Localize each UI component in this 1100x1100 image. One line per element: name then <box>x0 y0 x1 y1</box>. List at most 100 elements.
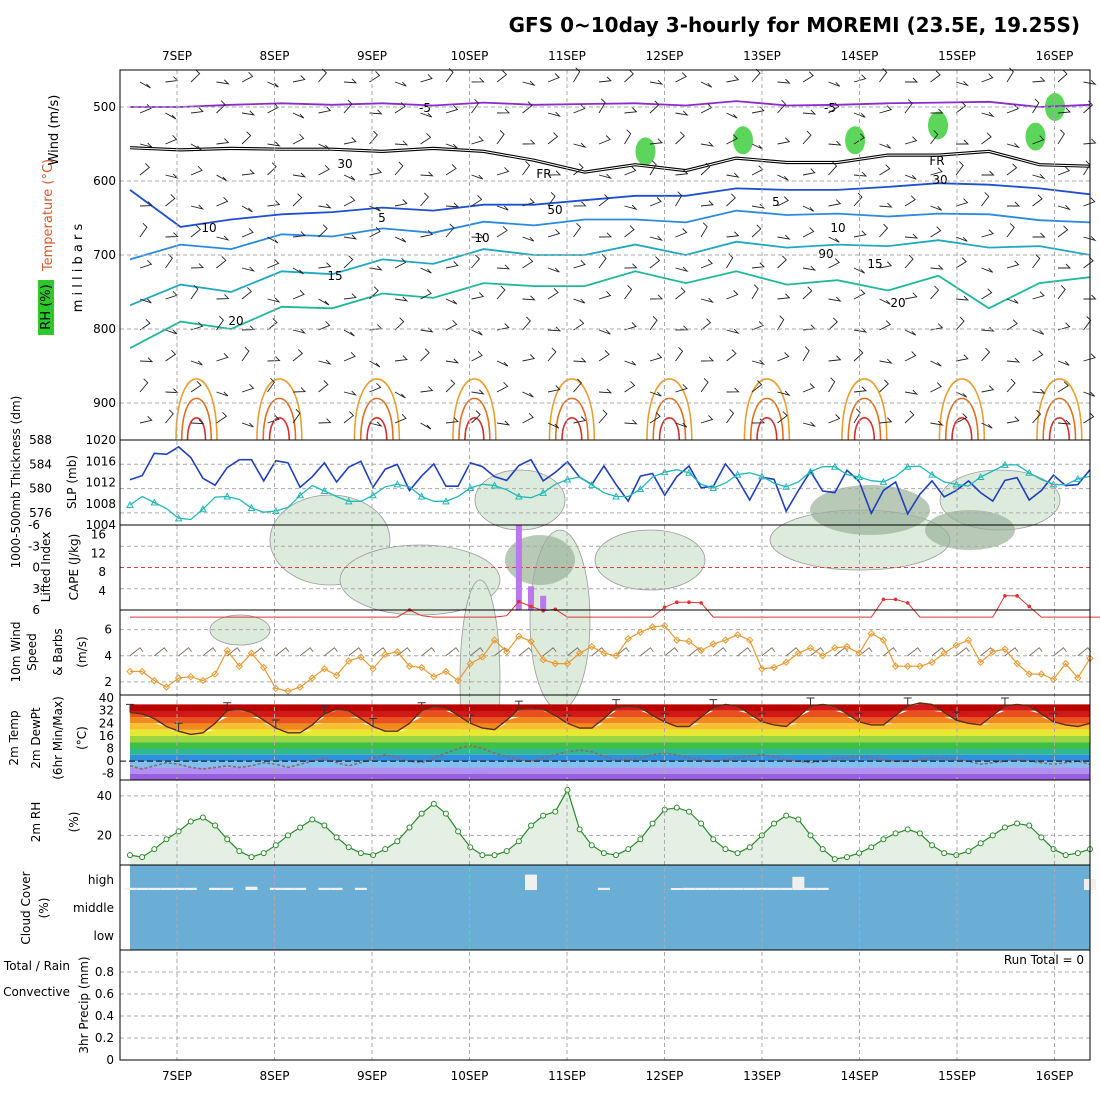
wind-barb <box>547 326 562 332</box>
wind-barb <box>598 98 606 114</box>
wind-barb <box>573 142 587 148</box>
wind-barb <box>139 222 148 238</box>
wind-speed-point <box>709 640 717 648</box>
wind-barb <box>828 161 838 176</box>
wind-barb <box>471 351 483 362</box>
warm-dome-contour <box>938 378 986 441</box>
wind-barb <box>853 112 866 118</box>
cloud-block <box>695 887 708 890</box>
wind-barb <box>267 200 281 207</box>
wind-barb <box>216 315 224 331</box>
wind-barb <box>165 112 177 120</box>
wind-speed-point <box>126 667 134 676</box>
wind-barb <box>930 264 944 270</box>
wind-barb <box>445 320 458 331</box>
wind-barb <box>343 78 358 84</box>
y-tick-label: 700 <box>93 248 116 262</box>
date-label-top: 12SEP <box>646 49 684 63</box>
wind-speed-point <box>138 667 146 676</box>
wind-barb <box>318 224 328 238</box>
wind-barb <box>1032 329 1045 335</box>
temp-axis-label: (°C) <box>75 726 89 750</box>
wind-barb <box>1083 138 1097 145</box>
wind-barb <box>777 174 789 181</box>
thickness-point <box>709 483 718 491</box>
y-axis-label-temperature: Temperature (°C) <box>41 159 56 272</box>
wind-barb <box>420 192 429 207</box>
wind-barb <box>522 295 536 301</box>
wind-barb <box>471 329 483 336</box>
rh-point <box>260 850 267 857</box>
max-temp-marker <box>514 700 523 710</box>
thickness-point <box>1049 480 1058 488</box>
wind-barb <box>216 352 229 362</box>
wind-barb <box>1006 223 1015 238</box>
wind-speed-point <box>588 642 596 651</box>
wind-barb <box>445 105 459 114</box>
wind-barb <box>318 320 331 331</box>
wind-speed-point <box>187 672 195 681</box>
humidity-shade <box>594 529 706 591</box>
wind-barb <box>700 356 715 362</box>
wind-barb <box>853 192 863 207</box>
wind-barb <box>904 410 915 424</box>
wind-barb <box>879 298 891 305</box>
wind-barb <box>1006 319 1018 331</box>
rh-point <box>685 808 692 815</box>
contour-label: 30 <box>932 173 947 187</box>
thickness-line <box>129 464 1091 521</box>
wind-barb <box>496 285 506 300</box>
wind-barb <box>471 233 485 239</box>
wind-barb <box>216 256 227 269</box>
precip-tick: 0.6 <box>95 987 114 1001</box>
wind-barb <box>216 196 229 207</box>
wind-barb <box>343 99 353 114</box>
wind-barb <box>496 70 508 83</box>
thickness-point <box>660 468 669 476</box>
wind-barb <box>522 257 534 269</box>
cloud-block <box>124 887 136 890</box>
wind-barb <box>700 162 711 176</box>
wind-barb <box>777 255 787 269</box>
contour-label: 30 <box>337 157 352 171</box>
warm-dome-contour <box>1036 378 1083 441</box>
temp-tick: 0 <box>106 754 114 768</box>
wind-barb <box>853 386 867 393</box>
wind-speed-point <box>818 652 827 660</box>
wind-barb <box>598 135 611 145</box>
wind-barb <box>751 106 765 114</box>
temperature-band <box>130 748 1090 755</box>
date-label-top: 7SEP <box>162 49 192 63</box>
wind-barb <box>930 70 941 83</box>
wind-barb <box>343 329 355 337</box>
rh-point <box>394 838 401 845</box>
contour-label: 20 <box>890 296 905 310</box>
rh-point <box>479 852 486 859</box>
temperature-band <box>130 723 1090 735</box>
wind-barb <box>324 647 338 657</box>
wind-barb <box>190 419 205 425</box>
wind-barb <box>394 258 407 269</box>
rh-point <box>430 800 437 807</box>
wind-barb <box>853 408 861 424</box>
wind-barb <box>598 291 612 300</box>
rh-point <box>491 852 498 859</box>
wind-barb <box>981 267 994 273</box>
thickness-point <box>733 470 742 478</box>
wind-barb <box>292 408 301 424</box>
wind-barb <box>292 172 307 178</box>
precip-axis-label: 3hr Precip (mm) <box>77 956 91 1053</box>
wind-barb <box>955 161 964 176</box>
wind-barb <box>496 226 508 238</box>
wind-barb <box>139 142 154 148</box>
wind-barb <box>275 647 290 657</box>
rh-point <box>929 842 936 849</box>
temp-tick: 16 <box>99 729 114 743</box>
wind-barb <box>1006 104 1020 114</box>
rh-point <box>892 830 899 837</box>
wind-barb <box>496 420 511 426</box>
wind-barb <box>165 232 179 238</box>
saturation-pocket <box>635 137 656 166</box>
wind-barb <box>700 222 708 238</box>
wind-barb <box>165 194 176 207</box>
